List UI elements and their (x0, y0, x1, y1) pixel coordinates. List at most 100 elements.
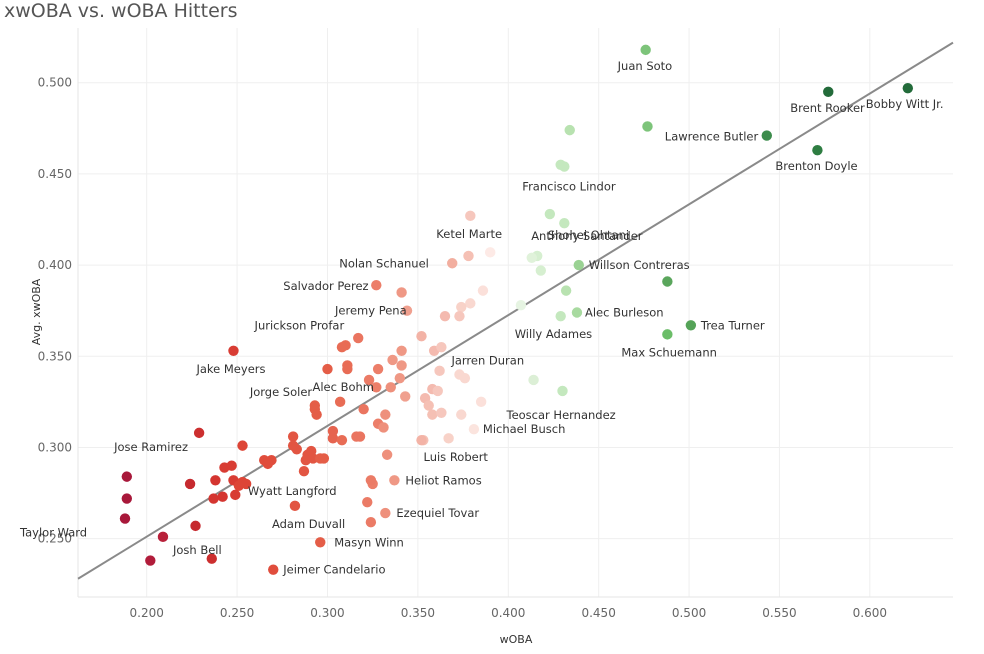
data-point[interactable] (662, 276, 673, 287)
data-point[interactable] (371, 382, 382, 393)
data-point[interactable] (363, 374, 375, 386)
data-point[interactable] (477, 285, 489, 296)
data-point[interactable] (456, 409, 467, 420)
data-point[interactable] (121, 471, 133, 482)
data-point[interactable] (465, 298, 476, 309)
data-point[interactable] (226, 460, 237, 471)
data-point[interactable] (439, 310, 451, 322)
data-point[interactable] (559, 161, 570, 172)
data-point[interactable] (560, 285, 572, 296)
data-point[interactable] (484, 247, 496, 258)
data-point[interactable] (459, 372, 471, 384)
data-point[interactable] (436, 341, 447, 353)
data-point[interactable] (642, 121, 653, 132)
data-point[interactable] (334, 396, 346, 408)
data-point[interactable] (396, 287, 407, 298)
data-point[interactable] (400, 391, 411, 402)
data-point[interactable] (240, 478, 252, 490)
data-point[interactable] (662, 329, 673, 340)
data-point[interactable] (315, 537, 326, 548)
data-point[interactable] (447, 258, 458, 269)
data-point[interactable] (396, 345, 407, 356)
data-point[interactable] (394, 372, 405, 384)
data-point[interactable] (401, 305, 413, 316)
data-point[interactable] (436, 407, 447, 419)
data-point[interactable] (298, 465, 310, 477)
data-point[interactable] (463, 250, 474, 262)
data-point[interactable] (465, 210, 476, 222)
data-point[interactable] (443, 433, 454, 444)
data-point[interactable] (475, 396, 487, 408)
data-point[interactable] (812, 144, 823, 156)
data-point[interactable] (432, 385, 443, 397)
data-point[interactable] (685, 320, 697, 331)
data-point[interactable] (564, 124, 575, 136)
data-point[interactable] (351, 431, 362, 442)
data-point[interactable] (555, 310, 566, 322)
data-point[interactable] (342, 363, 353, 375)
data-point[interactable] (287, 431, 299, 442)
data-point[interactable] (336, 434, 348, 446)
data-point[interactable] (121, 493, 133, 504)
data-point[interactable] (365, 517, 377, 528)
data-point[interactable] (190, 520, 201, 532)
data-point[interactable] (381, 449, 393, 460)
data-point[interactable] (145, 555, 156, 566)
data-point[interactable] (380, 507, 391, 519)
data-point[interactable] (217, 491, 228, 502)
data-point[interactable] (387, 354, 398, 366)
data-point[interactable] (206, 553, 217, 564)
data-point[interactable] (119, 513, 131, 524)
data-point[interactable] (573, 259, 584, 271)
data-point[interactable] (327, 425, 339, 437)
data-point[interactable] (559, 217, 570, 229)
data-point[interactable] (318, 453, 330, 464)
data-point[interactable] (454, 310, 465, 322)
data-point[interactable] (468, 424, 480, 435)
data-point[interactable] (456, 301, 467, 313)
data-point[interactable] (287, 440, 299, 451)
data-point[interactable] (380, 409, 391, 420)
data-point[interactable] (237, 440, 248, 451)
data-point[interactable] (362, 496, 373, 508)
data-point[interactable] (378, 422, 389, 433)
data-point[interactable] (823, 86, 834, 98)
data-point[interactable] (423, 400, 434, 411)
data-point[interactable] (193, 427, 205, 439)
data-point[interactable] (396, 360, 407, 371)
data-point[interactable] (184, 478, 196, 490)
data-point[interactable] (262, 458, 274, 470)
data-point[interactable] (311, 409, 322, 420)
data-point[interactable] (385, 382, 396, 393)
data-point[interactable] (526, 252, 537, 263)
data-point[interactable] (230, 489, 241, 501)
data-point[interactable] (157, 531, 169, 543)
data-point[interactable] (210, 475, 221, 486)
data-point[interactable] (416, 434, 427, 446)
data-point[interactable] (416, 331, 427, 342)
data-point[interactable] (289, 500, 301, 512)
data-point[interactable] (208, 493, 219, 504)
data-point[interactable] (515, 300, 527, 311)
data-point[interactable] (640, 44, 651, 56)
data-point[interactable] (535, 265, 547, 276)
data-point[interactable] (389, 475, 400, 486)
data-point[interactable] (434, 365, 445, 377)
data-point[interactable] (228, 345, 239, 356)
data-point[interactable] (353, 332, 364, 344)
data-point[interactable] (427, 409, 438, 420)
data-point[interactable] (268, 564, 279, 575)
data-point[interactable] (365, 475, 377, 486)
data-point[interactable] (336, 341, 348, 353)
data-point[interactable] (300, 455, 311, 466)
data-point[interactable] (557, 385, 568, 397)
data-point[interactable] (544, 208, 556, 220)
data-point[interactable] (571, 307, 583, 318)
data-point[interactable] (358, 403, 369, 415)
data-point[interactable] (327, 433, 339, 444)
data-point[interactable] (322, 363, 333, 375)
data-point[interactable] (528, 374, 539, 386)
data-point[interactable] (371, 279, 382, 291)
data-point[interactable] (902, 82, 914, 94)
data-point[interactable] (761, 130, 772, 141)
